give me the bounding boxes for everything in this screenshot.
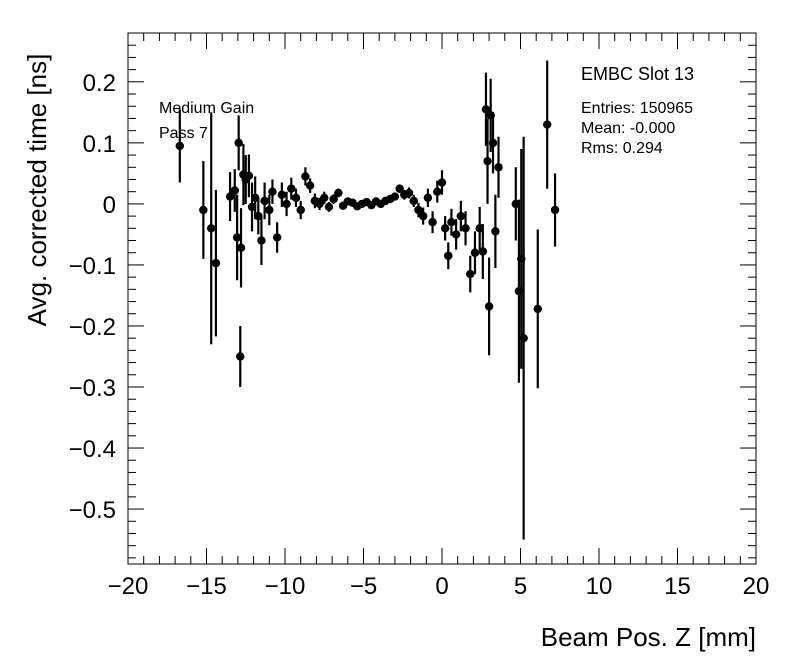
data-point xyxy=(390,192,400,201)
data-point xyxy=(409,196,418,206)
data-point xyxy=(277,190,287,199)
data-point xyxy=(301,172,310,181)
x-tick-label: −20 xyxy=(108,573,149,600)
data-point xyxy=(466,269,475,279)
data-point xyxy=(395,184,404,193)
data-point xyxy=(484,302,494,311)
y-tick-label: −0.4 xyxy=(69,436,116,463)
y-tick-label: 0.1 xyxy=(83,131,116,158)
y-tick-label: −0.5 xyxy=(69,497,116,524)
x-tick-label: 15 xyxy=(664,573,691,600)
annotation-pass: Pass 7 xyxy=(159,125,208,142)
data-point xyxy=(272,233,282,242)
data-point xyxy=(268,187,277,196)
y-tick-labels: 0.2 0.1 0 −0.1 −0.2 −0.3 −0.4 −0.5 xyxy=(69,70,116,524)
data-point xyxy=(550,205,560,215)
data-point xyxy=(481,105,491,114)
x-tick-label: 10 xyxy=(586,573,613,600)
axis-ticks xyxy=(127,32,757,564)
stats-mean: Mean: -0.000 xyxy=(581,120,675,137)
data-point xyxy=(440,224,450,233)
y-tick-label: 0.2 xyxy=(83,70,116,97)
x-tick-label: 5 xyxy=(514,573,527,600)
y-tick-label: −0.1 xyxy=(69,253,116,280)
data-point xyxy=(444,251,453,260)
stats-rms: Rms: 0.294 xyxy=(581,140,663,157)
data-point xyxy=(260,196,269,206)
data-point xyxy=(428,218,437,227)
data-point xyxy=(491,227,500,236)
data-point xyxy=(234,138,243,148)
data-point xyxy=(232,233,242,242)
data-point xyxy=(483,156,492,166)
data-point xyxy=(244,171,254,181)
data-point xyxy=(282,199,291,209)
data-point xyxy=(542,120,552,129)
data-point xyxy=(533,304,542,314)
annotation-gain: Medium Gain xyxy=(159,100,254,117)
data-point xyxy=(320,193,329,202)
data-point xyxy=(236,243,246,253)
data-point xyxy=(265,205,274,215)
stats-entries: Entries: 150965 xyxy=(581,100,693,117)
data-point xyxy=(225,192,235,201)
x-tick-label: −10 xyxy=(265,573,306,600)
y-tick-label: −0.2 xyxy=(69,314,116,341)
data-point xyxy=(287,184,296,193)
x-tick-label: 0 xyxy=(435,573,448,600)
x-tick-labels: −20 −15 −10 −5 0 5 10 15 20 xyxy=(108,573,770,600)
data-point xyxy=(296,205,305,215)
stats-title: EMBC Slot 13 xyxy=(581,64,694,84)
data-point xyxy=(519,333,528,343)
data-point xyxy=(305,181,315,190)
data-point xyxy=(236,352,245,361)
data-point xyxy=(315,199,324,209)
data-point xyxy=(199,205,208,215)
data-point xyxy=(478,247,488,256)
y-tick-label: 0 xyxy=(103,192,116,219)
data-points xyxy=(175,60,560,540)
data-point xyxy=(418,211,428,221)
data-point xyxy=(488,138,498,148)
data-point xyxy=(451,230,461,239)
data-point xyxy=(414,205,423,215)
data-point xyxy=(324,202,334,212)
data-point xyxy=(456,211,466,221)
data-point xyxy=(207,224,216,233)
data-point xyxy=(437,178,447,187)
data-point xyxy=(470,248,480,257)
data-point xyxy=(211,258,221,268)
y-axis-title: Avg. corrected time [ns] xyxy=(22,54,52,327)
data-point xyxy=(291,193,301,202)
data-point xyxy=(494,163,503,172)
data-point xyxy=(230,186,239,195)
y-tick-label: −0.3 xyxy=(69,375,116,402)
data-point xyxy=(423,193,433,202)
data-point xyxy=(433,187,442,196)
data-point xyxy=(257,236,266,245)
x-tick-label: 20 xyxy=(743,573,770,600)
data-point xyxy=(447,218,456,227)
data-point xyxy=(334,188,343,198)
data-point xyxy=(329,194,338,204)
x-tick-label: −5 xyxy=(350,573,377,600)
x-axis-title: Beam Pos. Z [mm] xyxy=(541,622,756,652)
data-point xyxy=(175,141,185,151)
data-point xyxy=(404,188,414,198)
data-point xyxy=(461,224,470,233)
x-tick-label: −15 xyxy=(186,573,227,600)
